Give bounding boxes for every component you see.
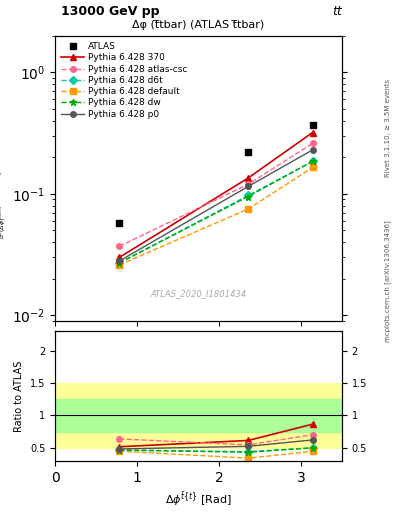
Pythia 6.428 dw (310, 158, 315, 164)
Pythia 6.428 d6t (310, 158, 315, 164)
Line: Pythia 6.428 default: Pythia 6.428 default (117, 165, 315, 268)
Pythia 6.428 370 (310, 130, 315, 136)
Line: Pythia 6.428 370: Pythia 6.428 370 (116, 129, 316, 261)
Line: Pythia 6.428 p0: Pythia 6.428 p0 (117, 147, 315, 264)
ATLAS (117, 220, 122, 226)
Pythia 6.428 p0 (310, 147, 315, 153)
Legend: ATLAS, Pythia 6.428 370, Pythia 6.428 atlas-csc, Pythia 6.428 d6t, Pythia 6.428 : ATLAS, Pythia 6.428 370, Pythia 6.428 at… (58, 38, 191, 122)
Y-axis label: Ratio to ATLAS: Ratio to ATLAS (15, 360, 24, 432)
Text: 13000 GeV pp: 13000 GeV pp (61, 5, 159, 18)
Line: Pythia 6.428 dw: Pythia 6.428 dw (116, 158, 316, 266)
Line: Pythia 6.428 atlas-csc: Pythia 6.428 atlas-csc (117, 141, 315, 249)
Pythia 6.428 default (310, 164, 315, 170)
Pythia 6.428 370 (246, 175, 250, 181)
Text: Δφ (t̅tbar) (ATLAS t̅tbar): Δφ (t̅tbar) (ATLAS t̅tbar) (132, 20, 264, 30)
ATLAS (310, 122, 315, 128)
Pythia 6.428 dw (246, 194, 250, 200)
Pythia 6.428 p0 (246, 183, 250, 189)
Bar (55, 383, 342, 448)
Pythia 6.428 d6t (117, 260, 122, 266)
Pythia 6.428 dw (117, 260, 122, 266)
Text: mcplots.cern.ch [arXiv:1306.3436]: mcplots.cern.ch [arXiv:1306.3436] (384, 221, 391, 343)
Pythia 6.428 default (246, 206, 250, 212)
Text: Rivet 3.1.10, ≥ 3.5M events: Rivet 3.1.10, ≥ 3.5M events (385, 79, 391, 177)
Pythia 6.428 default (117, 262, 122, 268)
Line: Pythia 6.428 d6t: Pythia 6.428 d6t (117, 159, 315, 266)
Text: tt: tt (332, 5, 342, 18)
X-axis label: $\Delta\phi^{\bar{t}\{t\}}$ [Rad]: $\Delta\phi^{\bar{t}\{t\}}$ [Rad] (165, 490, 232, 508)
Pythia 6.428 atlas-csc (246, 181, 250, 187)
Y-axis label: $\frac{d^2\sigma^{id}}{d^2(\Delta\phi)^{norm}}$ cdot $N_{jets}$ [pb/Rad]: $\frac{d^2\sigma^{id}}{d^2(\Delta\phi)^{… (0, 118, 8, 239)
Text: ATLAS_2020_I1801434: ATLAS_2020_I1801434 (151, 289, 246, 298)
Pythia 6.428 370 (117, 254, 122, 261)
Line: ATLAS: ATLAS (116, 121, 316, 226)
Pythia 6.428 d6t (246, 193, 250, 199)
ATLAS (246, 149, 250, 155)
Bar (55, 399, 342, 432)
Pythia 6.428 atlas-csc (117, 243, 122, 249)
Pythia 6.428 atlas-csc (310, 140, 315, 146)
Pythia 6.428 p0 (117, 258, 122, 264)
